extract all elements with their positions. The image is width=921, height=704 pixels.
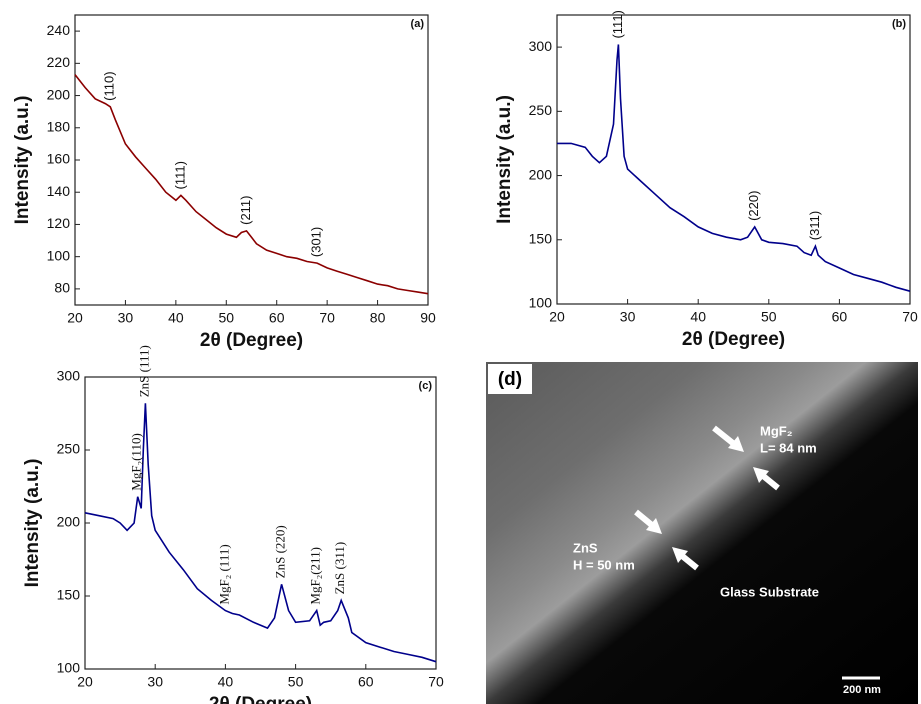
- y-tick-label: 100: [47, 247, 71, 263]
- x-tick-label: 50: [761, 309, 777, 325]
- y-axis-title: Intensity (a.u.): [22, 459, 43, 588]
- sem-image: [486, 362, 918, 704]
- layer-thickness: H = 50 nm: [573, 557, 635, 572]
- scale-label: 200 nm: [843, 684, 881, 696]
- peak-label: ZnS (220): [273, 525, 288, 578]
- x-tick-label: 70: [319, 310, 335, 326]
- x-tick-label: 60: [269, 310, 285, 326]
- y-tick-label: 150: [57, 587, 81, 603]
- y-tick-label: 250: [57, 441, 81, 457]
- peak-label: (301): [308, 227, 323, 257]
- x-tick-label: 40: [168, 310, 184, 326]
- panel-label: (b): [892, 18, 906, 30]
- y-tick-label: 200: [57, 514, 81, 530]
- panel-label: (a): [411, 18, 425, 30]
- x-tick-label: 20: [77, 674, 93, 690]
- peak-label: ZnS (111): [136, 345, 151, 397]
- x-tick-label: 80: [370, 310, 386, 326]
- chart: 20 30 40 50 60 70 100 150 200 250 300 2θ (Degree) In…: [22, 345, 444, 704]
- plot-frame: [74, 14, 429, 306]
- x-tick-label: 60: [832, 309, 848, 325]
- layer-label: ZnS: [573, 540, 598, 555]
- chart: 20 30 40 50 60 70 80 90 80 100 120 140 160 180 200 220 2…: [12, 14, 436, 351]
- x-axis-title: 2θ (Degree): [200, 330, 303, 351]
- y-tick-label: 240: [47, 22, 71, 38]
- x-tick-label: 40: [690, 309, 706, 325]
- y-tick-label: 180: [47, 118, 71, 134]
- layer-thickness: L= 84 nm: [760, 440, 817, 455]
- panel-label: (d): [498, 369, 522, 390]
- x-tick-label: 20: [67, 310, 83, 326]
- y-axis-title: Intensity (a.u.): [12, 96, 33, 225]
- y-tick-label: 300: [57, 368, 81, 384]
- substrate-label: Glass Substrate: [720, 584, 819, 599]
- x-tick-label: 70: [902, 309, 918, 325]
- sem-image-panel: (d) MgF₂ L= 84 nm ZnS H = 50 nm Glass Su…: [486, 362, 918, 704]
- x-axis-title: 2θ (Degree): [682, 329, 785, 350]
- layer-label: MgF₂: [760, 423, 793, 438]
- x-tick-label: 30: [147, 674, 163, 690]
- y-tick-label: 220: [47, 54, 71, 70]
- x-tick-label: 90: [420, 310, 436, 326]
- arrows: [634, 425, 780, 571]
- x-tick-label: 50: [218, 310, 234, 326]
- peak-label: (211): [238, 195, 253, 224]
- panel-label-box: [488, 364, 532, 394]
- x-tick-label: 70: [428, 674, 444, 690]
- peak-label: (111): [610, 10, 625, 38]
- y-axis-title: Intensity (a.u.): [494, 95, 515, 224]
- peak-label: MgF₂(110): [129, 433, 144, 491]
- xrd-line: [74, 74, 429, 295]
- peak-label: (220): [746, 191, 761, 221]
- y-tick-label: 100: [529, 295, 553, 311]
- y-tick-label: 200: [529, 166, 553, 182]
- peak-label: (110): [102, 71, 117, 100]
- y-tick-label: 80: [54, 280, 70, 296]
- peak-label: ZnS (311): [332, 542, 347, 595]
- x-tick-label: 40: [218, 674, 234, 690]
- y-tick-label: 250: [529, 102, 553, 118]
- x-tick-label: 20: [549, 309, 565, 325]
- y-tick-label: 150: [529, 230, 553, 246]
- xrd-line: [557, 44, 911, 292]
- x-tick-label: 30: [620, 309, 636, 325]
- x-tick-label: 60: [358, 674, 374, 690]
- y-tick-label: 120: [47, 215, 71, 231]
- chart: 20 30 40 50 60 70 100 150 200 250 300 2θ (Degree) In…: [494, 10, 918, 350]
- x-tick-label: 30: [118, 310, 134, 326]
- y-tick-label: 100: [57, 660, 81, 676]
- x-tick-label: 50: [288, 674, 304, 690]
- y-tick-label: 140: [47, 183, 71, 199]
- y-tick-label: 200: [47, 86, 71, 102]
- peak-label: MgF₂ (111): [216, 544, 231, 604]
- plot-frame: [556, 14, 911, 305]
- x-axis-title: 2θ (Degree): [209, 694, 312, 704]
- xrd-line: [84, 403, 437, 663]
- panel-label: (c): [419, 380, 433, 392]
- peak-label: (111): [172, 161, 187, 189]
- y-tick-label: 300: [529, 38, 553, 54]
- peak-label: MgF₂(211): [308, 547, 323, 605]
- y-tick-label: 160: [47, 151, 71, 167]
- peak-label: (311): [807, 211, 822, 240]
